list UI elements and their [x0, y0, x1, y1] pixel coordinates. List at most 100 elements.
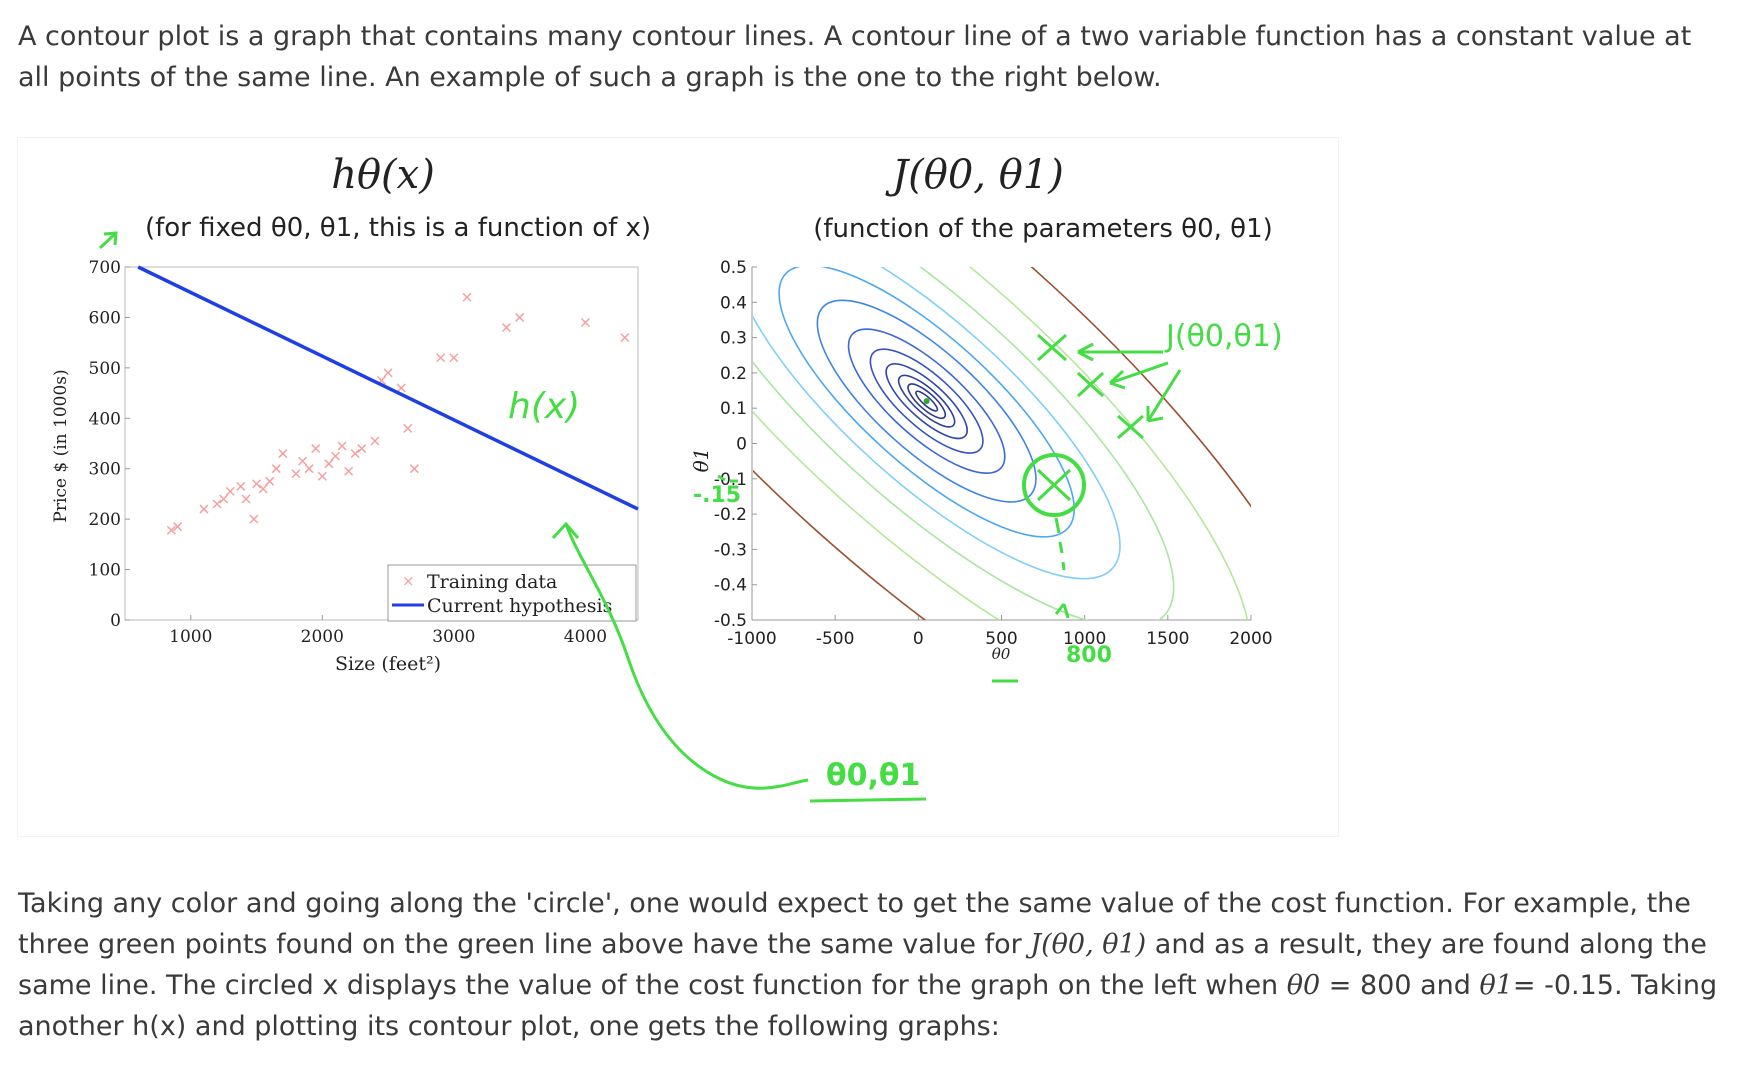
outro-paragraph: Taking any color and going along the 'ci… — [18, 883, 1718, 1047]
training-data-point — [620, 333, 630, 343]
training-data-point — [199, 504, 209, 514]
arrow-mark-icon — [98, 231, 118, 250]
outro-text-a: Taking any color and going along the 'ci… — [18, 888, 1691, 960]
contour-ring — [753, 267, 1251, 620]
legend-training-data: Training data — [427, 571, 557, 593]
minimum-point — [923, 398, 930, 405]
left-y-tick-label: 600 — [89, 308, 121, 328]
contour-ring — [816, 299, 1037, 503]
right-y-ticks: 0.50.40.30.20.10-0.1-0.2-0.3-0.4-0.5 — [714, 258, 757, 631]
right-plot-title: J(θ0, θ1) — [885, 152, 1064, 198]
y-mark-annotation: -.15 — [693, 483, 741, 508]
right-y-label: θ1 — [689, 448, 713, 473]
left-x-tick-label: 4000 — [564, 627, 607, 647]
training-data-point — [291, 469, 301, 479]
left-plot-subtitle: (for fixed θ0, θ1, this is a function of… — [145, 213, 651, 243]
training-data-point — [436, 353, 446, 363]
training-data-point — [337, 441, 347, 451]
training-data-point — [166, 525, 176, 535]
cost-contours — [753, 267, 1251, 620]
training-data-point — [409, 464, 419, 474]
right-x-ticks: -1000 -500 0 500 1000 1500 2000 — [727, 615, 1273, 649]
dotted-drop-line — [1054, 517, 1066, 571]
tick-mark-icon — [1054, 603, 1070, 619]
cost-annotation: J(θ0,θ1) — [1164, 319, 1283, 354]
outro-text-b: and as a result, they are found along th… — [18, 929, 1707, 1001]
left-y-tick-label: 400 — [89, 409, 121, 429]
training-data-point — [249, 514, 259, 524]
left-y-tick-label: 500 — [89, 359, 121, 379]
contour-figure: hθ(x) (for fixed θ0, θ1, this is a funct… — [18, 138, 1338, 836]
params-underline — [809, 797, 927, 803]
green-point-3-icon — [1117, 414, 1144, 440]
left-legend: × Training data Current hypothesis — [387, 564, 637, 622]
training-data-point — [304, 464, 314, 474]
right-y-tick-label: 0.4 — [720, 293, 747, 313]
training-data-point — [258, 484, 268, 494]
left-x-tick-label: 1000 — [169, 627, 212, 647]
training-data-point — [462, 292, 472, 302]
right-x-tick-label: 500 — [985, 629, 1017, 649]
right-x-tick-label: -1000 — [727, 629, 776, 649]
link-arrow-curve — [564, 523, 809, 790]
right-x-tick-label: -500 — [816, 629, 855, 649]
training-data-point — [396, 383, 406, 393]
training-data-point — [241, 494, 251, 504]
contour-ring — [753, 267, 1121, 580]
circled-x-icon — [1036, 468, 1072, 502]
right-y-tick-label: 0 — [736, 435, 747, 455]
left-y-label: Price $ (in 1000s) — [51, 369, 71, 522]
left-y-tick-label: 0 — [110, 611, 121, 631]
training-data-point — [330, 451, 340, 461]
left-x-ticks: 1000 2000 3000 4000 — [169, 615, 607, 647]
hypothesis-line — [137, 265, 639, 511]
left-y-tick-label: 200 — [89, 510, 121, 530]
training-data-point — [501, 322, 511, 333]
training-data-point — [271, 464, 281, 474]
figure-canvas: hθ(x) (for fixed θ0, θ1, this is a funct… — [51, 152, 1283, 803]
contour-ring — [869, 348, 984, 454]
x-mark-annotation: 800 — [1066, 643, 1112, 668]
right-y-tick-label: 0.2 — [720, 364, 747, 384]
training-data-point — [370, 436, 380, 446]
right-x-tick-label: 1000 — [1063, 629, 1106, 649]
outro-math-theta1: θ1 — [1479, 970, 1513, 1001]
pointer-1-icon — [1077, 342, 1163, 362]
outro-text-d: = -0.15. Taking another h(x) and plottin… — [18, 970, 1718, 1042]
pointer-2-icon — [1108, 361, 1169, 390]
training-data-point — [403, 423, 413, 433]
right-x-label: θ0 — [992, 645, 1011, 663]
left-plot-title: hθ(x) — [331, 152, 435, 198]
right-x-tick-label: 0 — [913, 629, 924, 649]
right-y-tick-label: 0.5 — [720, 258, 747, 278]
contour-ring — [915, 390, 939, 412]
training-data-point — [449, 353, 459, 363]
circled-point — [1022, 453, 1086, 517]
left-y-tick-label: 700 — [89, 258, 121, 278]
right-x-tick-label: 2000 — [1229, 629, 1272, 649]
training-data-point — [265, 476, 275, 486]
outro-math-j: J(θ0, θ1) — [1030, 929, 1147, 960]
legend-current-hypothesis: Current hypothesis — [427, 595, 612, 617]
right-y-tick-label: -0.4 — [714, 576, 747, 596]
right-y-tick-label: 0.1 — [720, 399, 747, 419]
training-data-point — [236, 481, 246, 491]
right-y-tick-label: -0.2 — [714, 505, 747, 525]
left-y-ticks: 0 100 200 300 400 500 600 700 — [89, 258, 130, 631]
contour-ring — [847, 328, 1006, 475]
green-point-2-icon — [1076, 371, 1105, 398]
training-data-point — [515, 312, 525, 322]
legend-data-icon: × — [402, 572, 415, 590]
pointer-3-icon — [1146, 369, 1182, 423]
training-data-point — [350, 449, 360, 459]
contour-ring — [885, 363, 968, 440]
right-plot-subtitle: (function of the parameters θ0, θ1) — [813, 214, 1273, 244]
training-data-point — [252, 479, 262, 489]
contour-ring — [897, 374, 956, 428]
left-plot-frame — [124, 266, 639, 621]
training-data-points — [166, 292, 630, 535]
outro-text-c: = 800 and — [1320, 970, 1480, 1001]
right-x-tick-label: 1500 — [1146, 629, 1189, 649]
training-data-point — [317, 471, 327, 481]
link-arrow-head-icon — [551, 521, 580, 540]
